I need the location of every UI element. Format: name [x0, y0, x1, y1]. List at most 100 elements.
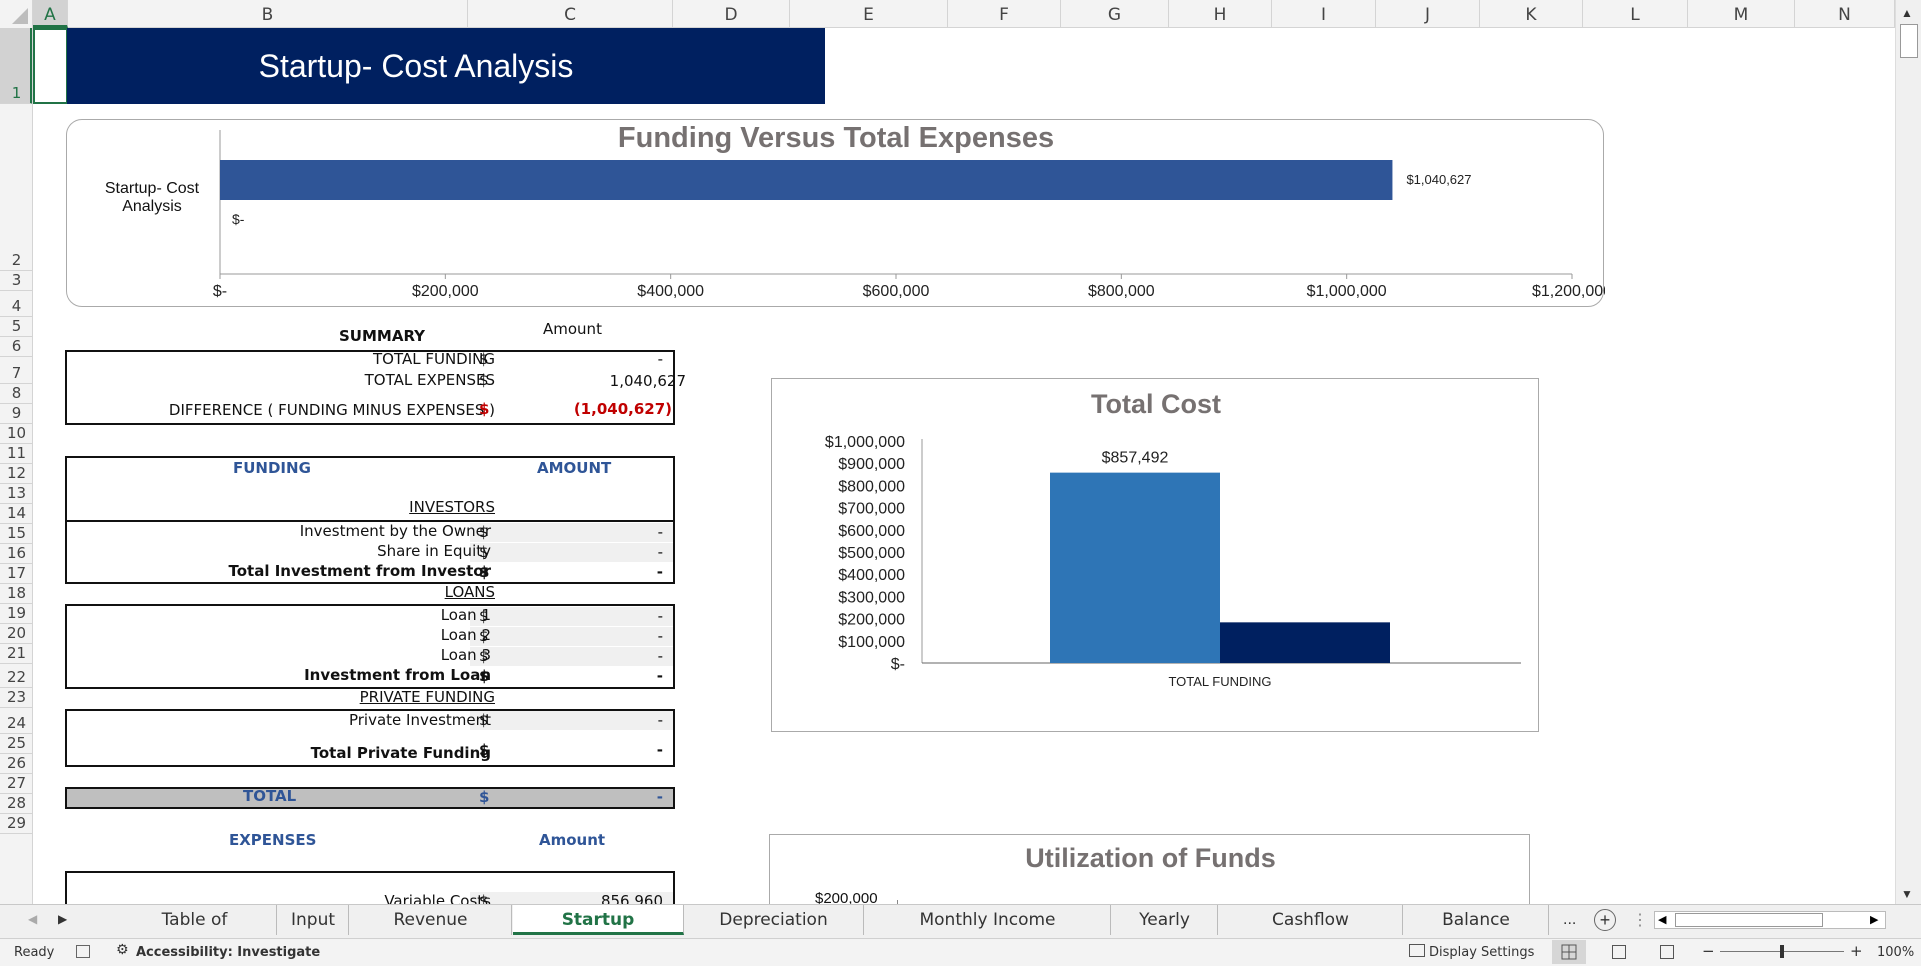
- row-header-24[interactable]: 24: [0, 708, 32, 734]
- zoom-slider-thumb[interactable]: [1780, 945, 1784, 958]
- investor-row-value: -: [657, 543, 663, 561]
- chart2-y-tick-label: $300,000: [838, 589, 905, 606]
- utilization-of-funds-chart[interactable]: Utilization of Funds $200,000: [769, 834, 1530, 904]
- column-header-a[interactable]: A: [33, 0, 68, 28]
- row-header-27[interactable]: 27: [0, 774, 32, 794]
- column-header-j[interactable]: J: [1376, 0, 1480, 28]
- loan-row-label: Loan 1: [440, 606, 491, 624]
- tab-balance-sheet[interactable]: Balance Sheet: [1404, 905, 1549, 960]
- column-header-f[interactable]: F: [948, 0, 1061, 28]
- row-header-17[interactable]: 17: [0, 564, 32, 584]
- horizontal-scrollbar[interactable]: ◀ ▶: [1654, 911, 1886, 929]
- tab-revenue-analysis[interactable]: Revenue Analysis: [350, 905, 512, 960]
- column-header-i[interactable]: I: [1272, 0, 1376, 28]
- row-header-6[interactable]: 6: [0, 337, 32, 357]
- row-header-7[interactable]: 7: [0, 357, 32, 384]
- row-header-9[interactable]: 9: [0, 404, 32, 424]
- tab-cashflow-statement[interactable]: Cashflow Statement: [1219, 905, 1403, 960]
- column-header-c[interactable]: C: [468, 0, 673, 28]
- column-header-b[interactable]: B: [68, 0, 468, 28]
- h-scroll-left-icon[interactable]: ◀: [1658, 914, 1667, 926]
- difference-value: (1,040,627): [573, 400, 672, 418]
- row-header-28[interactable]: 28: [0, 794, 32, 814]
- accessibility-icon[interactable]: ⚙: [116, 942, 129, 958]
- vertical-scroll-thumb[interactable]: [1900, 24, 1918, 58]
- row-header-16[interactable]: 16: [0, 544, 32, 564]
- row-header-14[interactable]: 14: [0, 504, 32, 524]
- accessibility-status[interactable]: Accessibility: Investigate: [136, 945, 321, 960]
- investor-row-label: Share in Equity: [377, 542, 491, 560]
- row-header-2[interactable]: 2: [0, 104, 32, 271]
- row-header-12[interactable]: 12: [0, 464, 32, 484]
- h-scroll-right-icon[interactable]: ▶: [1870, 914, 1879, 926]
- row-header-25[interactable]: 25: [0, 734, 32, 754]
- normal-view-icon[interactable]: [1552, 940, 1586, 964]
- row-header-18[interactable]: 18: [0, 584, 32, 604]
- chart1-x-tick-label: $600,000: [863, 283, 930, 300]
- row-header-23[interactable]: 23: [0, 688, 32, 708]
- zoom-slider[interactable]: [1720, 945, 1844, 958]
- display-settings-button[interactable]: Display Settings: [1429, 945, 1535, 960]
- column-header-l[interactable]: L: [1583, 0, 1688, 28]
- row-header-1[interactable]: 1: [0, 28, 32, 104]
- more-tabs-button[interactable]: ...: [1563, 911, 1577, 928]
- page-break-view-icon[interactable]: [1660, 945, 1674, 959]
- tab-scroll-right-icon[interactable]: ▶: [58, 912, 68, 926]
- total-expenses-label: TOTAL EXPENSES: [364, 371, 495, 389]
- zoom-level[interactable]: 100%: [1877, 945, 1915, 960]
- row-header-13[interactable]: 13: [0, 484, 32, 504]
- chart2-category-label: TOTAL FUNDING: [1168, 674, 1271, 689]
- row-header-3[interactable]: 3: [0, 271, 32, 291]
- row-header-4[interactable]: 4: [0, 291, 32, 317]
- row-header-5[interactable]: 5: [0, 317, 32, 337]
- scroll-down-icon[interactable]: ▼: [1901, 887, 1913, 901]
- total-funding-label: TOTAL FUNDING: [373, 350, 495, 368]
- row-header-26[interactable]: 26: [0, 754, 32, 774]
- chart2-y-tick-label: $200,000: [838, 612, 905, 629]
- tab-depreciation-table[interactable]: Depreciation Table: [684, 905, 864, 960]
- row-header-21[interactable]: 21: [0, 644, 32, 664]
- column-header-h[interactable]: H: [1169, 0, 1272, 28]
- row-header-29[interactable]: 29: [0, 814, 32, 834]
- row-header-11[interactable]: 11: [0, 444, 32, 464]
- tab-startup-summary[interactable]: Startup Summary: [513, 905, 684, 960]
- chart1-x-tick-label: $200,000: [412, 283, 479, 300]
- column-header-g[interactable]: G: [1061, 0, 1169, 28]
- tab-monthly-income-statement[interactable]: Monthly Income Statement: [865, 905, 1111, 960]
- select-all-corner[interactable]: [0, 0, 33, 28]
- tab-yearly-pnl[interactable]: Yearly PnL: [1112, 905, 1218, 960]
- column-header-d[interactable]: D: [673, 0, 790, 28]
- funding-vs-expenses-chart[interactable]: Funding Versus Total Expenses Startup- C…: [66, 119, 1605, 307]
- total-cost-chart[interactable]: Total Cost $- $100,000 $200,000 $300,000 $40…: [771, 378, 1539, 732]
- page-layout-view-icon[interactable]: [1612, 945, 1626, 959]
- chart1-x-tick-label: $400,000: [637, 283, 704, 300]
- horizontal-scroll-thumb[interactable]: [1675, 913, 1823, 927]
- chart3-y-tick: $200,000: [815, 890, 878, 904]
- vertical-scrollbar[interactable]: ▲ ▼: [1895, 0, 1921, 904]
- row-header-19[interactable]: 19: [0, 604, 32, 624]
- zoom-in-icon[interactable]: +: [1850, 942, 1863, 960]
- row-header-8[interactable]: 8: [0, 384, 32, 404]
- tab-splitter-icon[interactable]: ⋮: [1632, 912, 1648, 929]
- selected-cell-a1[interactable]: [33, 28, 68, 104]
- column-header-k[interactable]: K: [1480, 0, 1583, 28]
- row-header-20[interactable]: 20: [0, 624, 32, 644]
- column-header-e[interactable]: E: [790, 0, 948, 28]
- chart2-y-tick-label: $-: [891, 656, 905, 673]
- row-header-15[interactable]: 15: [0, 524, 32, 544]
- funding-heading: FUNDING: [233, 459, 311, 477]
- macro-record-icon[interactable]: [76, 945, 90, 958]
- row-header-10[interactable]: 10: [0, 424, 32, 444]
- column-header-n[interactable]: N: [1795, 0, 1895, 28]
- display-settings-icon[interactable]: [1409, 944, 1425, 957]
- worksheet-grid[interactable]: Startup- Cost Analysis Funding Versus To…: [33, 28, 1895, 904]
- row-header-22[interactable]: 22: [0, 664, 32, 688]
- column-header-m[interactable]: M: [1688, 0, 1795, 28]
- tab-table-of-contents[interactable]: Table of Contents: [113, 905, 277, 960]
- tab-input[interactable]: Input: [278, 905, 349, 935]
- scroll-up-icon[interactable]: ▲: [1901, 6, 1913, 20]
- tab-scroll-left-icon[interactable]: ◀: [28, 912, 38, 926]
- add-sheet-icon[interactable]: +: [1594, 909, 1616, 931]
- zoom-out-icon[interactable]: −: [1702, 942, 1715, 960]
- total-currency: $: [479, 788, 490, 806]
